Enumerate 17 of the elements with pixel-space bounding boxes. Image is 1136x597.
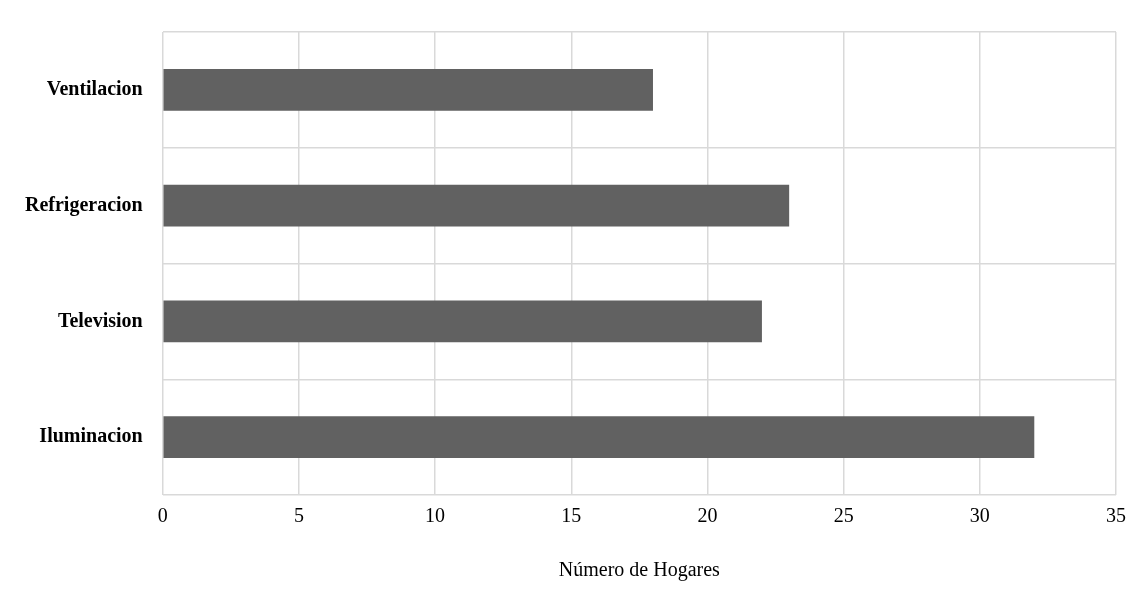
x-tick-label: 30 [969, 504, 990, 527]
bar [163, 69, 653, 111]
x-axis-title: Número de Hogares [558, 558, 721, 582]
y-tick-label: Refrigeracion [24, 192, 143, 216]
x-tick-label: 15 [561, 504, 582, 527]
bar [163, 300, 762, 343]
x-tick-label: 20 [697, 504, 718, 527]
y-tick-label: Iluminacion [39, 424, 143, 447]
x-tick-label: 35 [1106, 504, 1126, 527]
bar [163, 416, 1035, 458]
x-tick-label: 0 [157, 504, 168, 527]
y-tick-label: Ventilacion [46, 77, 143, 100]
y-tick-label: Television [57, 308, 143, 331]
x-tick-label: 10 [425, 504, 446, 527]
bar [163, 184, 790, 227]
x-tick-label: 25 [833, 504, 854, 527]
x-tick-label: 5 [293, 504, 304, 527]
